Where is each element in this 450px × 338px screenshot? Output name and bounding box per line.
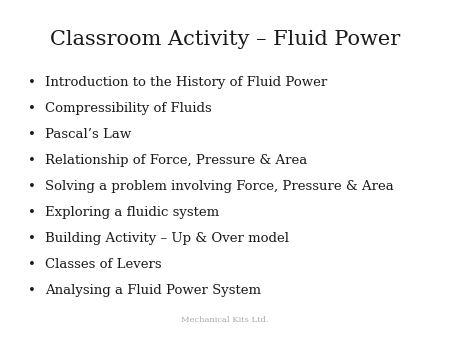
Text: Exploring a fluidic system: Exploring a fluidic system	[45, 206, 219, 219]
Text: •: •	[27, 284, 36, 297]
Text: Classes of Levers: Classes of Levers	[45, 258, 162, 271]
Text: Analysing a Fluid Power System: Analysing a Fluid Power System	[45, 284, 261, 297]
Text: Solving a problem involving Force, Pressure & Area: Solving a problem involving Force, Press…	[45, 180, 394, 193]
Text: Building Activity – Up & Over model: Building Activity – Up & Over model	[45, 232, 289, 245]
Text: Pascal’s Law: Pascal’s Law	[45, 128, 131, 141]
Text: Classroom Activity – Fluid Power: Classroom Activity – Fluid Power	[50, 30, 400, 49]
Text: •: •	[27, 128, 36, 141]
Text: •: •	[27, 180, 36, 193]
Text: •: •	[27, 232, 36, 245]
Text: Compressibility of Fluids: Compressibility of Fluids	[45, 102, 212, 115]
Text: Relationship of Force, Pressure & Area: Relationship of Force, Pressure & Area	[45, 154, 307, 167]
Text: •: •	[27, 76, 36, 89]
Text: •: •	[27, 102, 36, 115]
Text: Mechanical Kits Ltd.: Mechanical Kits Ltd.	[181, 316, 269, 324]
Text: Introduction to the History of Fluid Power: Introduction to the History of Fluid Pow…	[45, 76, 327, 89]
Text: •: •	[27, 258, 36, 271]
Text: •: •	[27, 206, 36, 219]
Text: •: •	[27, 154, 36, 167]
